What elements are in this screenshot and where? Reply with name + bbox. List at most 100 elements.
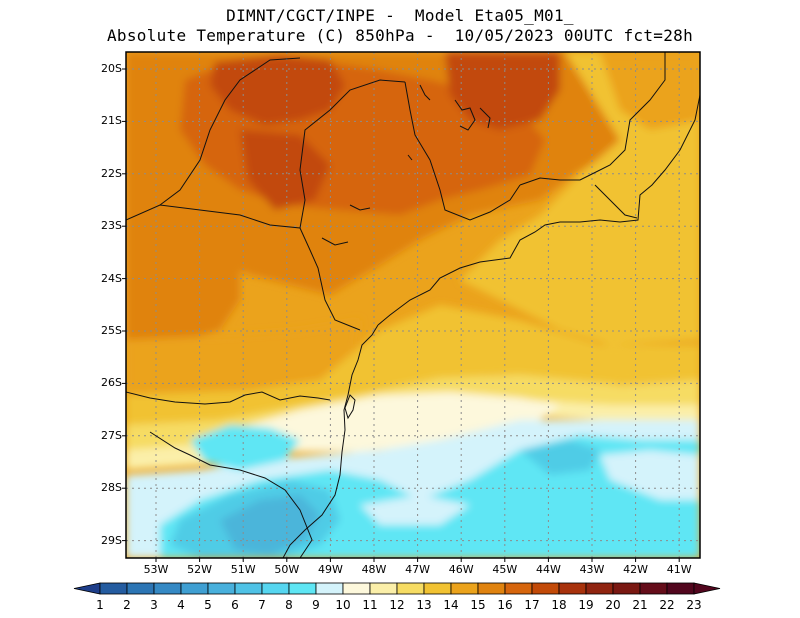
lon-label: 41W — [666, 563, 692, 576]
colorbar-label: 9 — [312, 598, 320, 612]
colorbar-label: 6 — [231, 598, 239, 612]
colorbar-segment — [261, 582, 290, 595]
temperature-band — [126, 225, 240, 345]
colorbar-label: 18 — [551, 598, 567, 612]
colorbar-segment — [450, 582, 479, 595]
lon-label: 52W — [187, 563, 213, 576]
state-border-sc-rs — [149, 431, 313, 558]
island-florianopolis — [344, 394, 356, 420]
colorbar-segment — [288, 582, 317, 595]
map-frame — [125, 51, 701, 559]
state-border-rj — [594, 184, 638, 219]
colorbar-segment — [153, 582, 182, 595]
axis-ticks — [122, 68, 680, 562]
colorbar-arrow-right — [693, 582, 721, 595]
lat-label: 25S — [101, 324, 122, 337]
colorbar-label: 13 — [416, 598, 432, 612]
colorbar-label: 5 — [204, 598, 212, 612]
state-border-ms-go — [159, 57, 301, 206]
coastline-southeast — [377, 94, 700, 326]
lon-label: 46W — [448, 563, 474, 576]
river-border-parana — [299, 109, 331, 229]
coastline-and-borders — [126, 52, 700, 558]
colorbar-segment — [180, 582, 209, 595]
colorbar-segment — [99, 582, 128, 595]
colorbar-label: 1 — [96, 598, 104, 612]
temperature-band — [240, 130, 330, 210]
lat-label: 26S — [101, 376, 122, 390]
lat-label: 24S — [101, 271, 122, 285]
colorbar-label: 16 — [497, 598, 513, 612]
lon-label: 53W — [143, 563, 169, 576]
colorbar-label: 15 — [470, 598, 486, 612]
colorbar-segment — [423, 582, 452, 595]
colorbar-segment — [396, 582, 425, 595]
lon-label: 44W — [535, 563, 561, 576]
colorbar-label: 19 — [578, 598, 594, 612]
title-line-2: Absolute Temperature (C) 850hPa - 10/05/… — [106, 26, 694, 45]
lat-label: 27S — [101, 428, 122, 442]
colorbar-label: 3 — [150, 598, 158, 612]
temperature-band — [445, 52, 560, 130]
lat-label: 22S — [101, 166, 122, 180]
colorbar-label: 22 — [659, 598, 675, 612]
colorbar-segment — [315, 582, 344, 595]
lon-label: 47W — [405, 563, 431, 576]
colorbar-label: 21 — [632, 598, 648, 612]
temperature-band — [126, 305, 700, 430]
map-gridlines — [126, 52, 700, 558]
lon-label: 45W — [492, 563, 518, 576]
temperature-band — [360, 495, 470, 525]
title-line-1: DIMNT/CGCT/INPE - Model Eta05_M01_ — [226, 6, 574, 25]
colorbar-segment — [234, 582, 263, 595]
colorbar-segment — [612, 582, 641, 595]
colorbar-arrow-left — [73, 582, 101, 595]
temperature-band — [460, 52, 700, 345]
colorbar-segment — [126, 582, 155, 595]
lat-label: 28S — [101, 481, 122, 495]
colorbar-label: 7 — [258, 598, 266, 612]
reservoirs — [321, 84, 491, 246]
colorbar-label: 17 — [524, 598, 540, 612]
lat-label: 29S — [101, 533, 122, 547]
colorbar-label: 2 — [123, 598, 131, 612]
colorbar-label: 20 — [605, 598, 621, 612]
colorbar-label: 12 — [389, 598, 405, 612]
lon-label: 48W — [361, 563, 387, 576]
colorbar-segment — [207, 582, 236, 595]
colorbar-segment — [531, 582, 560, 595]
colorbar-label: 10 — [335, 598, 351, 612]
colorbar-label: 23 — [686, 598, 702, 612]
lon-label: 43W — [579, 563, 605, 576]
colorbar-segment — [342, 582, 371, 595]
state-border-sp-mg — [329, 79, 406, 111]
temperature-band — [210, 55, 345, 125]
lon-label: 51W — [230, 563, 256, 576]
lat-label: 20S — [101, 62, 122, 75]
lon-label: 42W — [623, 563, 649, 576]
state-border-pr-sc — [126, 391, 331, 405]
lon-label: 49W — [317, 563, 343, 576]
colorbar — [73, 582, 721, 595]
lat-label: 23S — [101, 219, 122, 233]
colorbar-segment — [477, 582, 506, 595]
colorbar-segment — [558, 582, 587, 595]
lat-label: 21S — [101, 114, 122, 128]
colorbar-segment — [639, 582, 668, 595]
colorbar-label: 14 — [443, 598, 459, 612]
state-border-sp-mg-2 — [404, 81, 521, 221]
state-border-mg-es — [519, 52, 666, 186]
colorbar-segment — [504, 582, 533, 595]
colorbar-label: 11 — [362, 598, 378, 612]
temperature-band — [520, 440, 600, 475]
temperature-band — [600, 52, 700, 130]
lon-label: 50W — [274, 563, 300, 576]
colorbar-segment — [369, 582, 398, 595]
colorbar-label: 8 — [285, 598, 293, 612]
colorbar-segment — [666, 582, 695, 595]
temperature-band — [600, 450, 700, 500]
temperature-field — [126, 52, 700, 558]
temperature-band — [230, 392, 560, 452]
coastline-south — [282, 324, 379, 558]
